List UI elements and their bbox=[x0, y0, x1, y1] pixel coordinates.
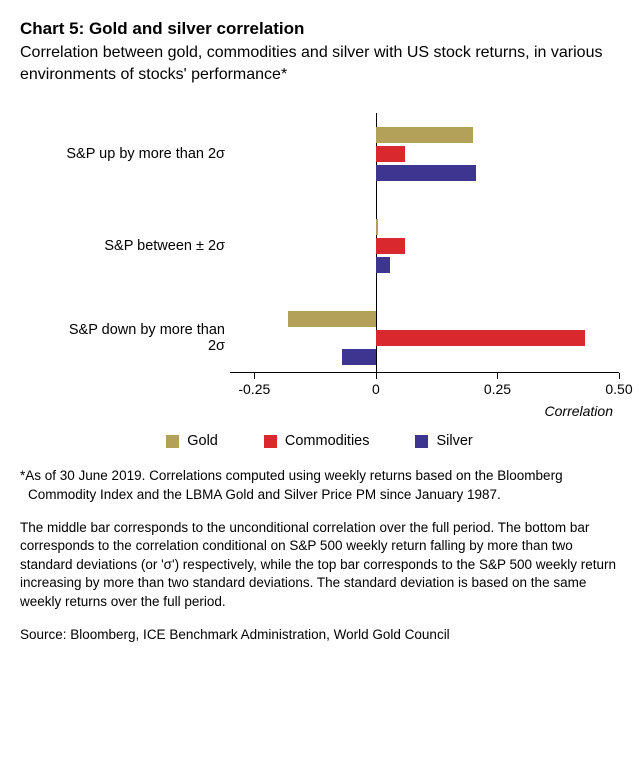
legend-label: Silver bbox=[436, 433, 472, 449]
bar-commodities bbox=[376, 330, 585, 346]
category-label: S&P down by more than 2σ bbox=[60, 322, 225, 354]
plot-region: -0.2500.250.50 bbox=[230, 113, 619, 373]
bar-commodities bbox=[376, 238, 405, 254]
legend-label: Gold bbox=[187, 433, 218, 449]
bar-silver bbox=[342, 349, 376, 365]
footnote: *As of 30 June 2019. Correlations comput… bbox=[20, 467, 619, 504]
legend-swatch bbox=[415, 435, 428, 448]
chart-title: Chart 5: Gold and silver correlation bbox=[20, 18, 619, 40]
source-line: Source: Bloomberg, ICE Benchmark Adminis… bbox=[20, 626, 619, 645]
x-axis-title: Correlation bbox=[60, 403, 619, 419]
bar-silver bbox=[376, 257, 391, 273]
bar-silver bbox=[376, 165, 476, 181]
x-tick-label: 0 bbox=[372, 381, 380, 397]
category-label: S&P between ± 2σ bbox=[60, 238, 225, 254]
x-tick-label: -0.25 bbox=[238, 381, 270, 397]
legend: Gold Commodities Silver bbox=[20, 433, 619, 449]
legend-swatch bbox=[264, 435, 277, 448]
legend-swatch bbox=[166, 435, 179, 448]
x-tick bbox=[497, 373, 498, 379]
chart-subtitle: Correlation between gold, commodities an… bbox=[20, 42, 619, 85]
x-tick bbox=[619, 373, 620, 379]
chart-area: S&P up by more than 2σ S&P between ± 2σ S&… bbox=[60, 113, 619, 419]
x-tick-label: 0.25 bbox=[484, 381, 511, 397]
legend-item: Gold bbox=[166, 433, 218, 449]
legend-item: Silver bbox=[415, 433, 472, 449]
bar-gold bbox=[376, 127, 473, 143]
bar-commodities bbox=[376, 146, 405, 162]
legend-label: Commodities bbox=[285, 433, 370, 449]
x-axis-line bbox=[230, 372, 619, 373]
explanatory-note: The middle bar corresponds to the uncond… bbox=[20, 519, 619, 612]
bar-gold bbox=[376, 219, 378, 235]
x-tick-label: 0.50 bbox=[605, 381, 632, 397]
category-label: S&P up by more than 2σ bbox=[60, 146, 225, 162]
bar-gold bbox=[288, 311, 376, 327]
x-tick bbox=[376, 373, 377, 379]
x-tick bbox=[254, 373, 255, 379]
legend-item: Commodities bbox=[264, 433, 370, 449]
